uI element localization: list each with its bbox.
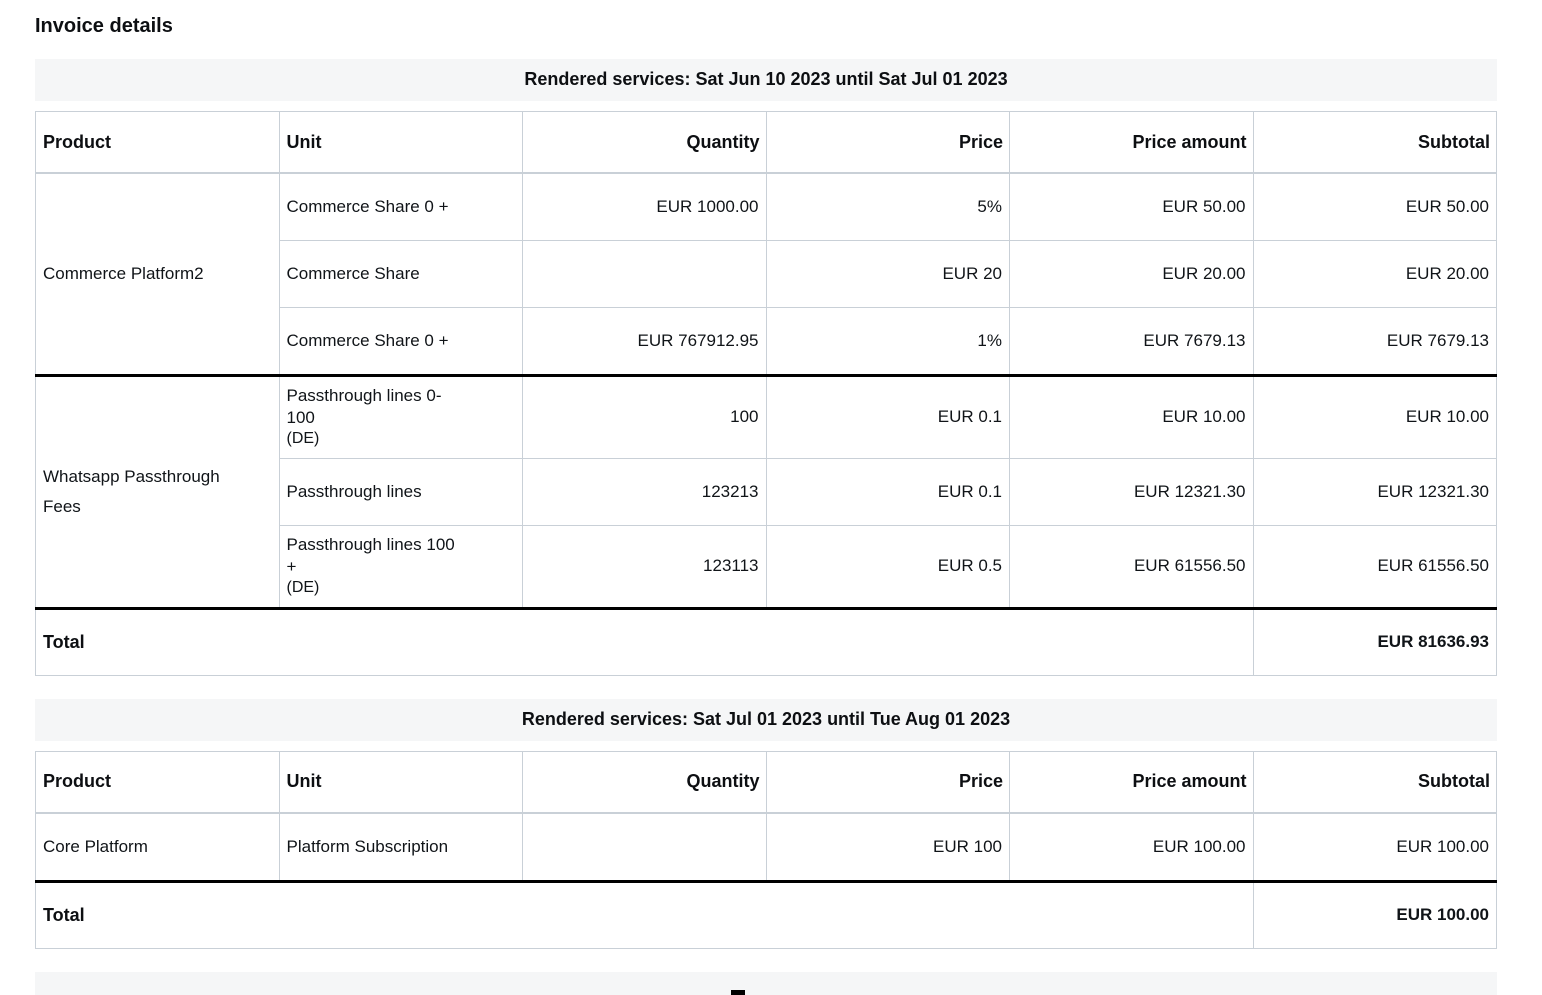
unit-name: Passthrough lines 0-100 bbox=[286, 386, 442, 428]
invoice-table: Product Unit Quantity Price Price amount Subt… bbox=[35, 750, 1497, 949]
sections-container: Rendered services: Sat Jun 10 2023 until… bbox=[35, 59, 1497, 949]
unit-cell: Passthrough lines 100 + (DE) bbox=[278, 524, 523, 609]
unit-name: Platform Subscription bbox=[286, 836, 449, 856]
quantity-cell: EUR 767912.95 bbox=[522, 307, 767, 376]
subtotal-cell: EUR 12321.30 bbox=[1252, 457, 1497, 526]
total-value: EUR 100.00 bbox=[1252, 880, 1497, 949]
product-name: Whatsapp Passthrough Fees bbox=[43, 467, 220, 516]
subtotal-cell: EUR 50.00 bbox=[1252, 172, 1497, 241]
section-caption: Rendered services: Sat Jul 01 2023 until… bbox=[35, 698, 1497, 741]
price-amount-cell: EUR 10.00 bbox=[1009, 375, 1254, 459]
quantity-cell: 123213 bbox=[522, 457, 767, 526]
subtotal-cell: EUR 7679.13 bbox=[1252, 307, 1497, 376]
column-header-subtotal: Subtotal bbox=[1252, 750, 1497, 814]
service-row: Passthrough lines 100 + (DE) 123113 EUR 0.5… bbox=[36, 524, 1497, 609]
service-row: Passthrough lines 123213 EUR 0.1 EUR 12321.… bbox=[36, 457, 1497, 526]
total-label: Total bbox=[35, 880, 1254, 949]
cutoff-caption-text-top bbox=[731, 989, 745, 995]
rendered-services-section: Rendered services: Sat Jul 01 2023 until… bbox=[35, 698, 1497, 949]
price-amount-cell: EUR 12321.30 bbox=[1009, 457, 1254, 526]
subtotal-cell: EUR 20.00 bbox=[1252, 240, 1497, 308]
product-name: Commerce Platform2 bbox=[43, 264, 204, 284]
column-header-price: Price bbox=[765, 111, 1010, 174]
total-value: EUR 81636.93 bbox=[1252, 607, 1497, 676]
header-row: Product Unit Quantity Price Price amount Subt… bbox=[35, 111, 1497, 174]
column-header-unit: Unit bbox=[278, 750, 523, 814]
service-row: Commerce Share EUR 20 EUR 20.00 EUR 20.00 bbox=[36, 240, 1497, 308]
product-group: Core Platform Platform Subscription EUR 10… bbox=[35, 812, 1497, 882]
product-name: Core Platform bbox=[43, 837, 148, 857]
rendered-services-section: Rendered services: Sat Jun 10 2023 until… bbox=[35, 59, 1497, 676]
total-row: Total EUR 81636.93 bbox=[35, 607, 1497, 676]
quantity-cell: 123113 bbox=[522, 524, 767, 609]
unit-cell: Commerce Share 0 + bbox=[278, 307, 523, 376]
unit-note: (DE) bbox=[286, 430, 320, 448]
subtotal-cell: EUR 61556.50 bbox=[1252, 524, 1497, 609]
page-title: Invoice details bbox=[35, 15, 173, 37]
column-header-quantity: Quantity bbox=[522, 750, 767, 814]
price-cell: 5% bbox=[765, 172, 1010, 241]
quantity-cell bbox=[522, 812, 767, 882]
service-row: Core Platform Platform Subscription EUR 10… bbox=[35, 812, 1497, 882]
service-row: Commerce Share 0 + EUR 767912.95 1% EUR 767… bbox=[36, 307, 1497, 376]
column-header-product: Product bbox=[35, 111, 280, 174]
product-cell: Whatsapp Passthrough Fees bbox=[35, 375, 280, 609]
product-group: Commerce Platform2 Commerce Share 0 + EUR … bbox=[35, 172, 1497, 376]
quantity-cell: EUR 1000.00 bbox=[522, 172, 767, 241]
column-header-price-amount: Price amount bbox=[1009, 111, 1254, 174]
unit-name: Commerce Share 0 + bbox=[286, 330, 449, 350]
column-header-price-amount: Price amount bbox=[1009, 750, 1254, 814]
unit-name: Passthrough lines bbox=[286, 481, 422, 501]
product-group: Whatsapp Passthrough Fees Passthrough lin… bbox=[35, 375, 1497, 609]
section-caption: Rendered services: Sat Jun 10 2023 until… bbox=[35, 59, 1497, 101]
product-cell: Core Platform bbox=[35, 812, 280, 882]
quantity-cell: 100 bbox=[522, 375, 767, 459]
quantity-cell bbox=[522, 240, 767, 308]
unit-name: Commerce Share bbox=[286, 263, 420, 283]
column-header-unit: Unit bbox=[278, 111, 523, 174]
total-row: Total EUR 100.00 bbox=[35, 880, 1497, 949]
unit-cell: Passthrough lines 0-100 (DE) bbox=[278, 375, 523, 459]
price-cell: EUR 0.5 bbox=[765, 524, 1010, 609]
price-cell: EUR 0.1 bbox=[765, 457, 1010, 526]
product-cell: Commerce Platform2 bbox=[35, 172, 280, 376]
subtotal-cell: EUR 10.00 bbox=[1252, 375, 1497, 459]
unit-note: (DE) bbox=[286, 579, 320, 597]
price-amount-cell: EUR 61556.50 bbox=[1009, 524, 1254, 609]
unit-name: Passthrough lines 100 + bbox=[286, 534, 455, 577]
unit-cell: Platform Subscription bbox=[278, 812, 523, 882]
subtotal-cell: EUR 100.00 bbox=[1252, 812, 1497, 882]
invoice-table: Product Unit Quantity Price Price amount Subt… bbox=[35, 111, 1497, 676]
price-cell: 1% bbox=[765, 307, 1010, 376]
price-amount-cell: EUR 20.00 bbox=[1009, 240, 1254, 308]
column-header-subtotal: Subtotal bbox=[1252, 111, 1497, 174]
service-row: Whatsapp Passthrough Fees Passthrough lin… bbox=[35, 375, 1497, 609]
price-cell: EUR 0.1 bbox=[765, 375, 1010, 459]
next-section-caption-partial bbox=[35, 971, 1497, 995]
column-header-price: Price bbox=[765, 750, 1010, 814]
unit-cell: Commerce Share 0 + bbox=[278, 172, 523, 241]
total-label: Total bbox=[35, 607, 1254, 676]
unit-cell: Commerce Share bbox=[278, 240, 523, 308]
price-cell: EUR 100 bbox=[765, 812, 1010, 882]
service-row: Commerce Platform2 Commerce Share 0 + EUR … bbox=[35, 172, 1497, 376]
price-cell: EUR 20 bbox=[765, 240, 1010, 308]
header-row: Product Unit Quantity Price Price amount Subt… bbox=[35, 750, 1497, 814]
price-amount-cell: EUR 7679.13 bbox=[1009, 307, 1254, 376]
price-amount-cell: EUR 100.00 bbox=[1009, 812, 1254, 882]
price-amount-cell: EUR 50.00 bbox=[1009, 172, 1254, 241]
unit-name: Commerce Share 0 + bbox=[286, 196, 449, 216]
unit-cell: Passthrough lines bbox=[278, 457, 523, 526]
column-header-product: Product bbox=[35, 750, 280, 814]
column-header-quantity: Quantity bbox=[522, 111, 767, 174]
